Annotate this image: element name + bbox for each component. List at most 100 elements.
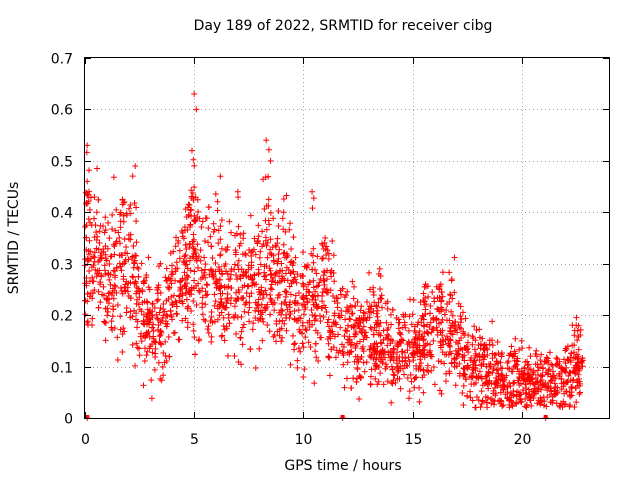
data-point [195,287,202,294]
data-point [242,252,249,259]
data-point [512,335,519,342]
data-point [439,293,446,300]
data-point [332,320,339,327]
data-point [536,399,543,406]
data-point [457,303,464,310]
data-point [295,289,302,296]
data-point [382,361,389,368]
data-point [377,286,384,293]
data-point [324,267,331,274]
data-point [375,331,382,338]
data-point [421,301,428,308]
data-point [448,360,455,367]
data-point [205,323,212,330]
data-point [424,283,431,290]
tick-labels: 0 0.1 0.2 0.3 0.4 0.5 0.6 0.7 0 5 10 15 20 [51,52,532,449]
data-point [420,336,427,343]
data-point [135,273,142,280]
data-point [216,301,223,308]
data-point [415,366,422,373]
data-point [548,388,555,395]
data-point [352,330,359,337]
data-point [170,248,177,255]
data-point [327,269,334,276]
data-point [448,277,455,284]
data-point [447,292,454,299]
data-point [537,378,544,385]
data-point [259,337,266,344]
data-point [506,401,513,408]
data-point [452,318,459,325]
data-point [490,365,497,372]
data-point [493,367,500,374]
data-point [534,367,541,374]
data-point [196,336,203,343]
data-point [527,397,534,404]
data-point [338,341,345,348]
data-point [349,310,356,317]
data-point [234,295,241,302]
data-point [205,239,212,246]
data-point [244,283,251,290]
data-point [549,362,556,369]
data-point [238,266,245,273]
data-point [528,402,535,409]
data-point [413,374,420,381]
data-point [156,309,163,316]
data-point [568,350,575,357]
data-point [512,350,519,357]
data-point [534,361,541,368]
data-point [446,327,453,334]
data-point [570,355,577,362]
data-point [85,191,92,198]
data-point [313,270,320,277]
data-point [102,214,109,221]
data-point [511,379,518,386]
data-point [111,243,118,250]
data-point [366,346,373,353]
data-point [222,261,229,268]
data-point [129,173,136,180]
data-point [328,323,335,330]
data-point [279,215,286,222]
data-point [82,223,89,230]
data-point [260,318,267,325]
data-point [448,308,455,315]
data-point [288,245,295,252]
data-point [428,367,435,374]
data-point [366,314,373,321]
data-point [469,333,476,340]
data-point [239,324,246,331]
data-point [161,359,168,366]
data-point [281,277,288,284]
y-axis-label: SRMTID / TECUs [6,182,22,295]
data-point [167,308,174,315]
data-point [86,278,93,285]
data-point [310,277,317,284]
data-point [110,267,117,274]
data-point [325,340,332,347]
data-point [493,374,500,381]
data-point [238,313,245,320]
data-point [359,329,366,336]
data-point [537,394,544,401]
data-point [190,285,197,292]
data-point [476,326,483,333]
data-point [129,273,136,280]
data-point [132,252,139,259]
data-point [505,358,512,365]
data-point [202,317,209,324]
data-point [478,388,485,395]
data-point [246,318,253,325]
data-point [122,249,129,256]
data-point [389,306,396,313]
data-point [486,363,493,370]
data-point [577,389,584,396]
data-point [150,327,157,334]
data-point [292,254,299,261]
data-point [573,314,580,321]
data-point [112,227,119,234]
data-point [168,268,175,275]
data-point [521,364,528,371]
data-point [208,308,215,315]
